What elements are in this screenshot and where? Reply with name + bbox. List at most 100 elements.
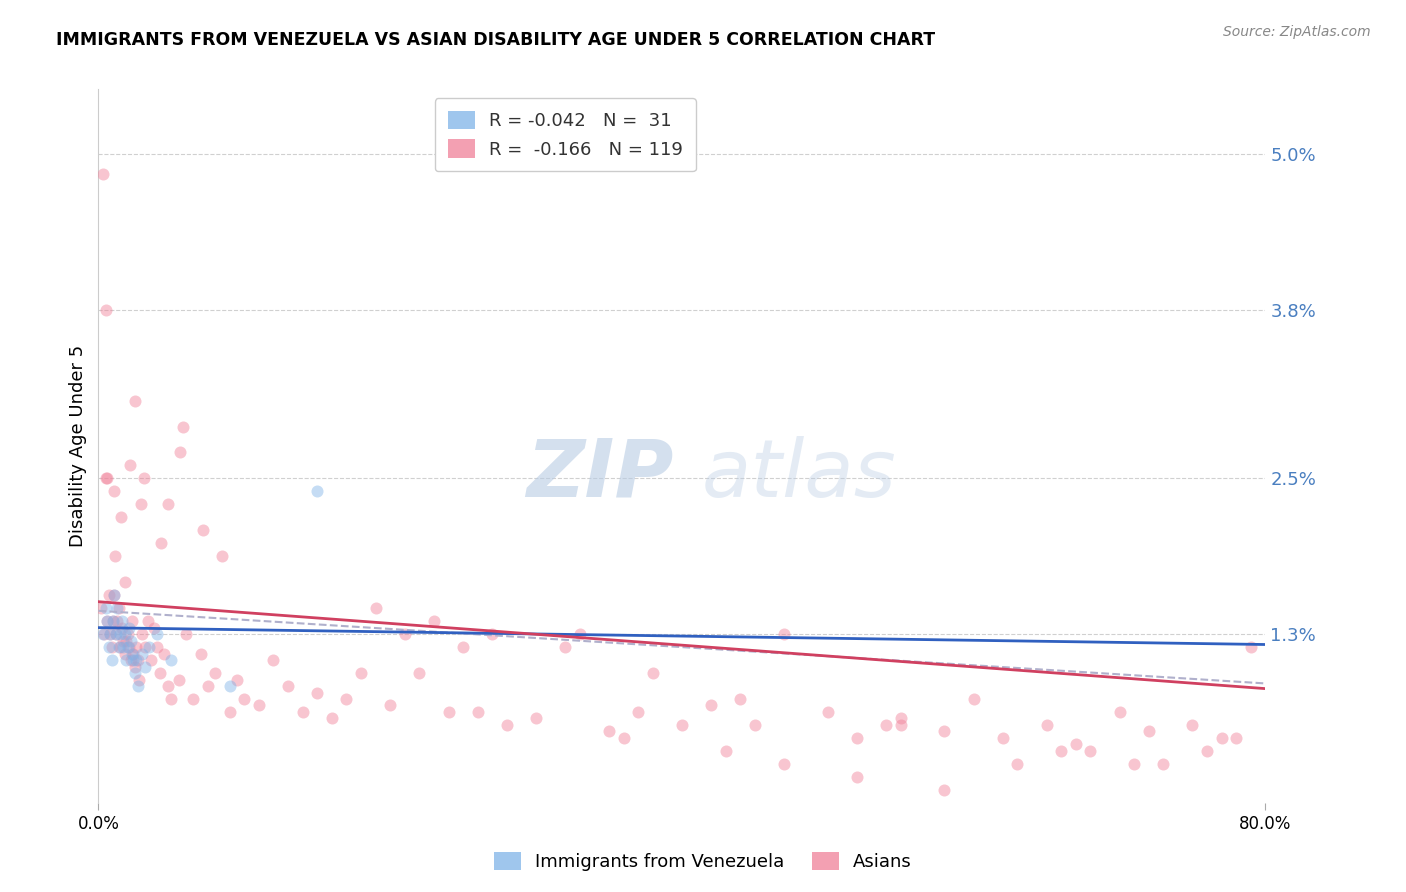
Point xyxy=(103,588,125,602)
Point xyxy=(118,621,141,635)
Point xyxy=(134,640,156,654)
Text: ZIP: ZIP xyxy=(526,435,673,514)
Point xyxy=(101,614,124,628)
Point xyxy=(124,659,146,673)
Point xyxy=(730,692,752,706)
Point xyxy=(262,653,284,667)
Point xyxy=(100,653,122,667)
Point xyxy=(598,724,620,739)
Point xyxy=(122,647,145,661)
Point xyxy=(1123,756,1146,771)
Point xyxy=(364,601,387,615)
Point xyxy=(481,627,503,641)
Point xyxy=(321,711,343,725)
Point xyxy=(160,692,183,706)
Point xyxy=(211,549,233,564)
Point xyxy=(378,698,402,713)
Point xyxy=(157,679,180,693)
Y-axis label: Disability Age Under 5: Disability Age Under 5 xyxy=(69,345,87,547)
Point xyxy=(125,640,148,654)
Point xyxy=(114,627,136,641)
Point xyxy=(125,653,148,667)
Point xyxy=(142,621,165,635)
Point xyxy=(131,627,153,641)
Legend: Immigrants from Venezuela, Asians: Immigrants from Venezuela, Asians xyxy=(486,845,920,879)
Point xyxy=(104,627,127,641)
Point xyxy=(1080,744,1102,758)
Point xyxy=(174,627,197,641)
Point xyxy=(127,679,149,693)
Point xyxy=(91,167,114,181)
Point xyxy=(190,647,212,661)
Point xyxy=(875,718,897,732)
Point xyxy=(112,633,135,648)
Point xyxy=(773,627,796,641)
Point xyxy=(90,601,112,615)
Point xyxy=(350,666,373,681)
Point xyxy=(1035,718,1057,732)
Point xyxy=(394,627,416,641)
Point xyxy=(1225,731,1247,745)
Point xyxy=(1007,756,1029,771)
Point xyxy=(114,647,136,661)
Legend: R = -0.042   N =  31, R =  -0.166   N = 119: R = -0.042 N = 31, R = -0.166 N = 119 xyxy=(434,98,696,171)
Point xyxy=(277,679,299,693)
Point xyxy=(129,497,152,511)
Point xyxy=(467,705,489,719)
Point xyxy=(120,653,142,667)
Point xyxy=(845,731,868,745)
Point xyxy=(641,666,664,681)
Point xyxy=(568,627,591,641)
Point xyxy=(103,588,125,602)
Point xyxy=(121,647,143,661)
Point xyxy=(408,666,430,681)
Point xyxy=(118,458,141,473)
Point xyxy=(110,627,132,641)
Point xyxy=(291,705,314,719)
Point xyxy=(94,471,117,485)
Point xyxy=(111,614,134,628)
Point xyxy=(437,705,460,719)
Point xyxy=(1195,744,1218,758)
Point xyxy=(773,756,796,771)
Point xyxy=(218,679,240,693)
Point xyxy=(121,614,143,628)
Point xyxy=(172,419,194,434)
Point xyxy=(193,524,215,538)
Point xyxy=(124,393,146,408)
Point xyxy=(700,698,723,713)
Point xyxy=(1050,744,1073,758)
Point xyxy=(307,484,329,499)
Point xyxy=(127,653,149,667)
Point xyxy=(108,640,131,654)
Point xyxy=(335,692,357,706)
Text: Source: ZipAtlas.com: Source: ZipAtlas.com xyxy=(1223,25,1371,39)
Point xyxy=(105,601,128,615)
Point xyxy=(114,575,136,590)
Point xyxy=(845,770,868,784)
Point xyxy=(714,744,737,758)
Point xyxy=(136,614,159,628)
Point xyxy=(744,718,766,732)
Point xyxy=(1108,705,1130,719)
Point xyxy=(110,510,132,524)
Point xyxy=(627,705,650,719)
Point xyxy=(247,698,270,713)
Point xyxy=(612,731,634,745)
Point xyxy=(101,614,124,628)
Point xyxy=(1064,738,1087,752)
Point xyxy=(157,497,180,511)
Point xyxy=(1211,731,1233,745)
Point xyxy=(890,718,912,732)
Point xyxy=(96,471,118,485)
Point xyxy=(204,666,226,681)
Point xyxy=(98,627,121,641)
Point xyxy=(98,627,121,641)
Point xyxy=(134,659,156,673)
Point xyxy=(233,692,256,706)
Point xyxy=(117,640,139,654)
Point xyxy=(91,627,114,641)
Point xyxy=(167,673,190,687)
Point xyxy=(118,640,141,654)
Point xyxy=(124,666,146,681)
